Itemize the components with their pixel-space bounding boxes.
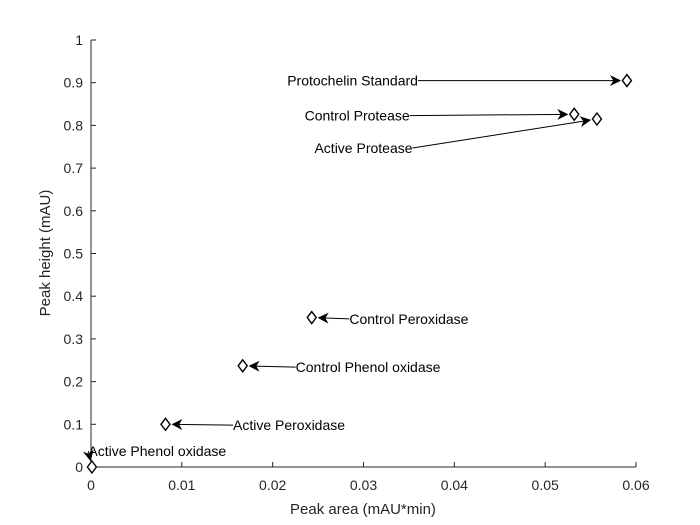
annotation-arrow xyxy=(317,312,350,324)
data-point-diamond xyxy=(568,107,580,122)
x-tick-label: 0.01 xyxy=(168,477,195,493)
annotation-arrow xyxy=(409,108,569,120)
annotation-arrow xyxy=(248,360,296,372)
annotation-label: Active Phenol oxidase xyxy=(88,443,226,459)
annotation-label: Control Phenol oxidase xyxy=(296,359,441,375)
annotation-label: Active Protease xyxy=(314,140,412,156)
y-tick-label: 0 xyxy=(75,459,83,475)
y-tick-label: 0.6 xyxy=(64,203,84,219)
annotations: Protochelin Standard Control Protease Acti… xyxy=(82,73,622,462)
annotation-arrow xyxy=(82,449,94,462)
y-tick-label: 1 xyxy=(75,32,83,48)
annotation-label: Control Peroxidase xyxy=(349,311,468,327)
data-point-diamond xyxy=(591,111,603,127)
y-tick-label: 0.3 xyxy=(64,331,84,347)
x-tick-label: 0.03 xyxy=(350,477,377,493)
annotation-label: Protochelin Standard xyxy=(287,73,418,89)
annotation-label: Control Protease xyxy=(305,108,410,124)
annotation-arrow xyxy=(412,116,592,149)
data-point-diamond xyxy=(621,73,633,88)
y-tick-label: 0.7 xyxy=(64,160,84,176)
x-axis-label: Peak area (mAU*min) xyxy=(290,501,436,518)
x-tick-label: 0 xyxy=(87,477,95,493)
y-tick-label: 0.4 xyxy=(64,288,84,304)
y-tick-label: 0.2 xyxy=(64,374,84,390)
x-tick-label: 0.05 xyxy=(532,477,559,493)
y-tick-label: 0.8 xyxy=(64,117,84,133)
y-tick-label: 0.1 xyxy=(64,416,84,432)
data-point-diamond xyxy=(237,358,249,373)
data-point-diamond xyxy=(306,310,318,325)
data-point-diamond xyxy=(160,417,171,432)
data-point-diamond xyxy=(86,459,98,475)
y-axis-label: Peak height (mAU) xyxy=(37,190,54,317)
y-tick-label: 0.9 xyxy=(64,75,84,91)
x-tick-label: 0.06 xyxy=(622,477,649,493)
annotation-arrow xyxy=(171,419,233,431)
plot-background xyxy=(91,40,636,467)
x-tick-label: 0.04 xyxy=(441,477,468,493)
y-tick-label: 0.5 xyxy=(64,246,84,262)
data-points xyxy=(86,73,633,475)
x-tick-label: 0.02 xyxy=(259,477,286,493)
annotation-label: Active Peroxidase xyxy=(233,417,345,433)
axes: 0 0.01 0.02 0.03 0.04 0.05 0.06 0 0.1 0.2 0.3 0.4 0.… xyxy=(64,32,650,493)
